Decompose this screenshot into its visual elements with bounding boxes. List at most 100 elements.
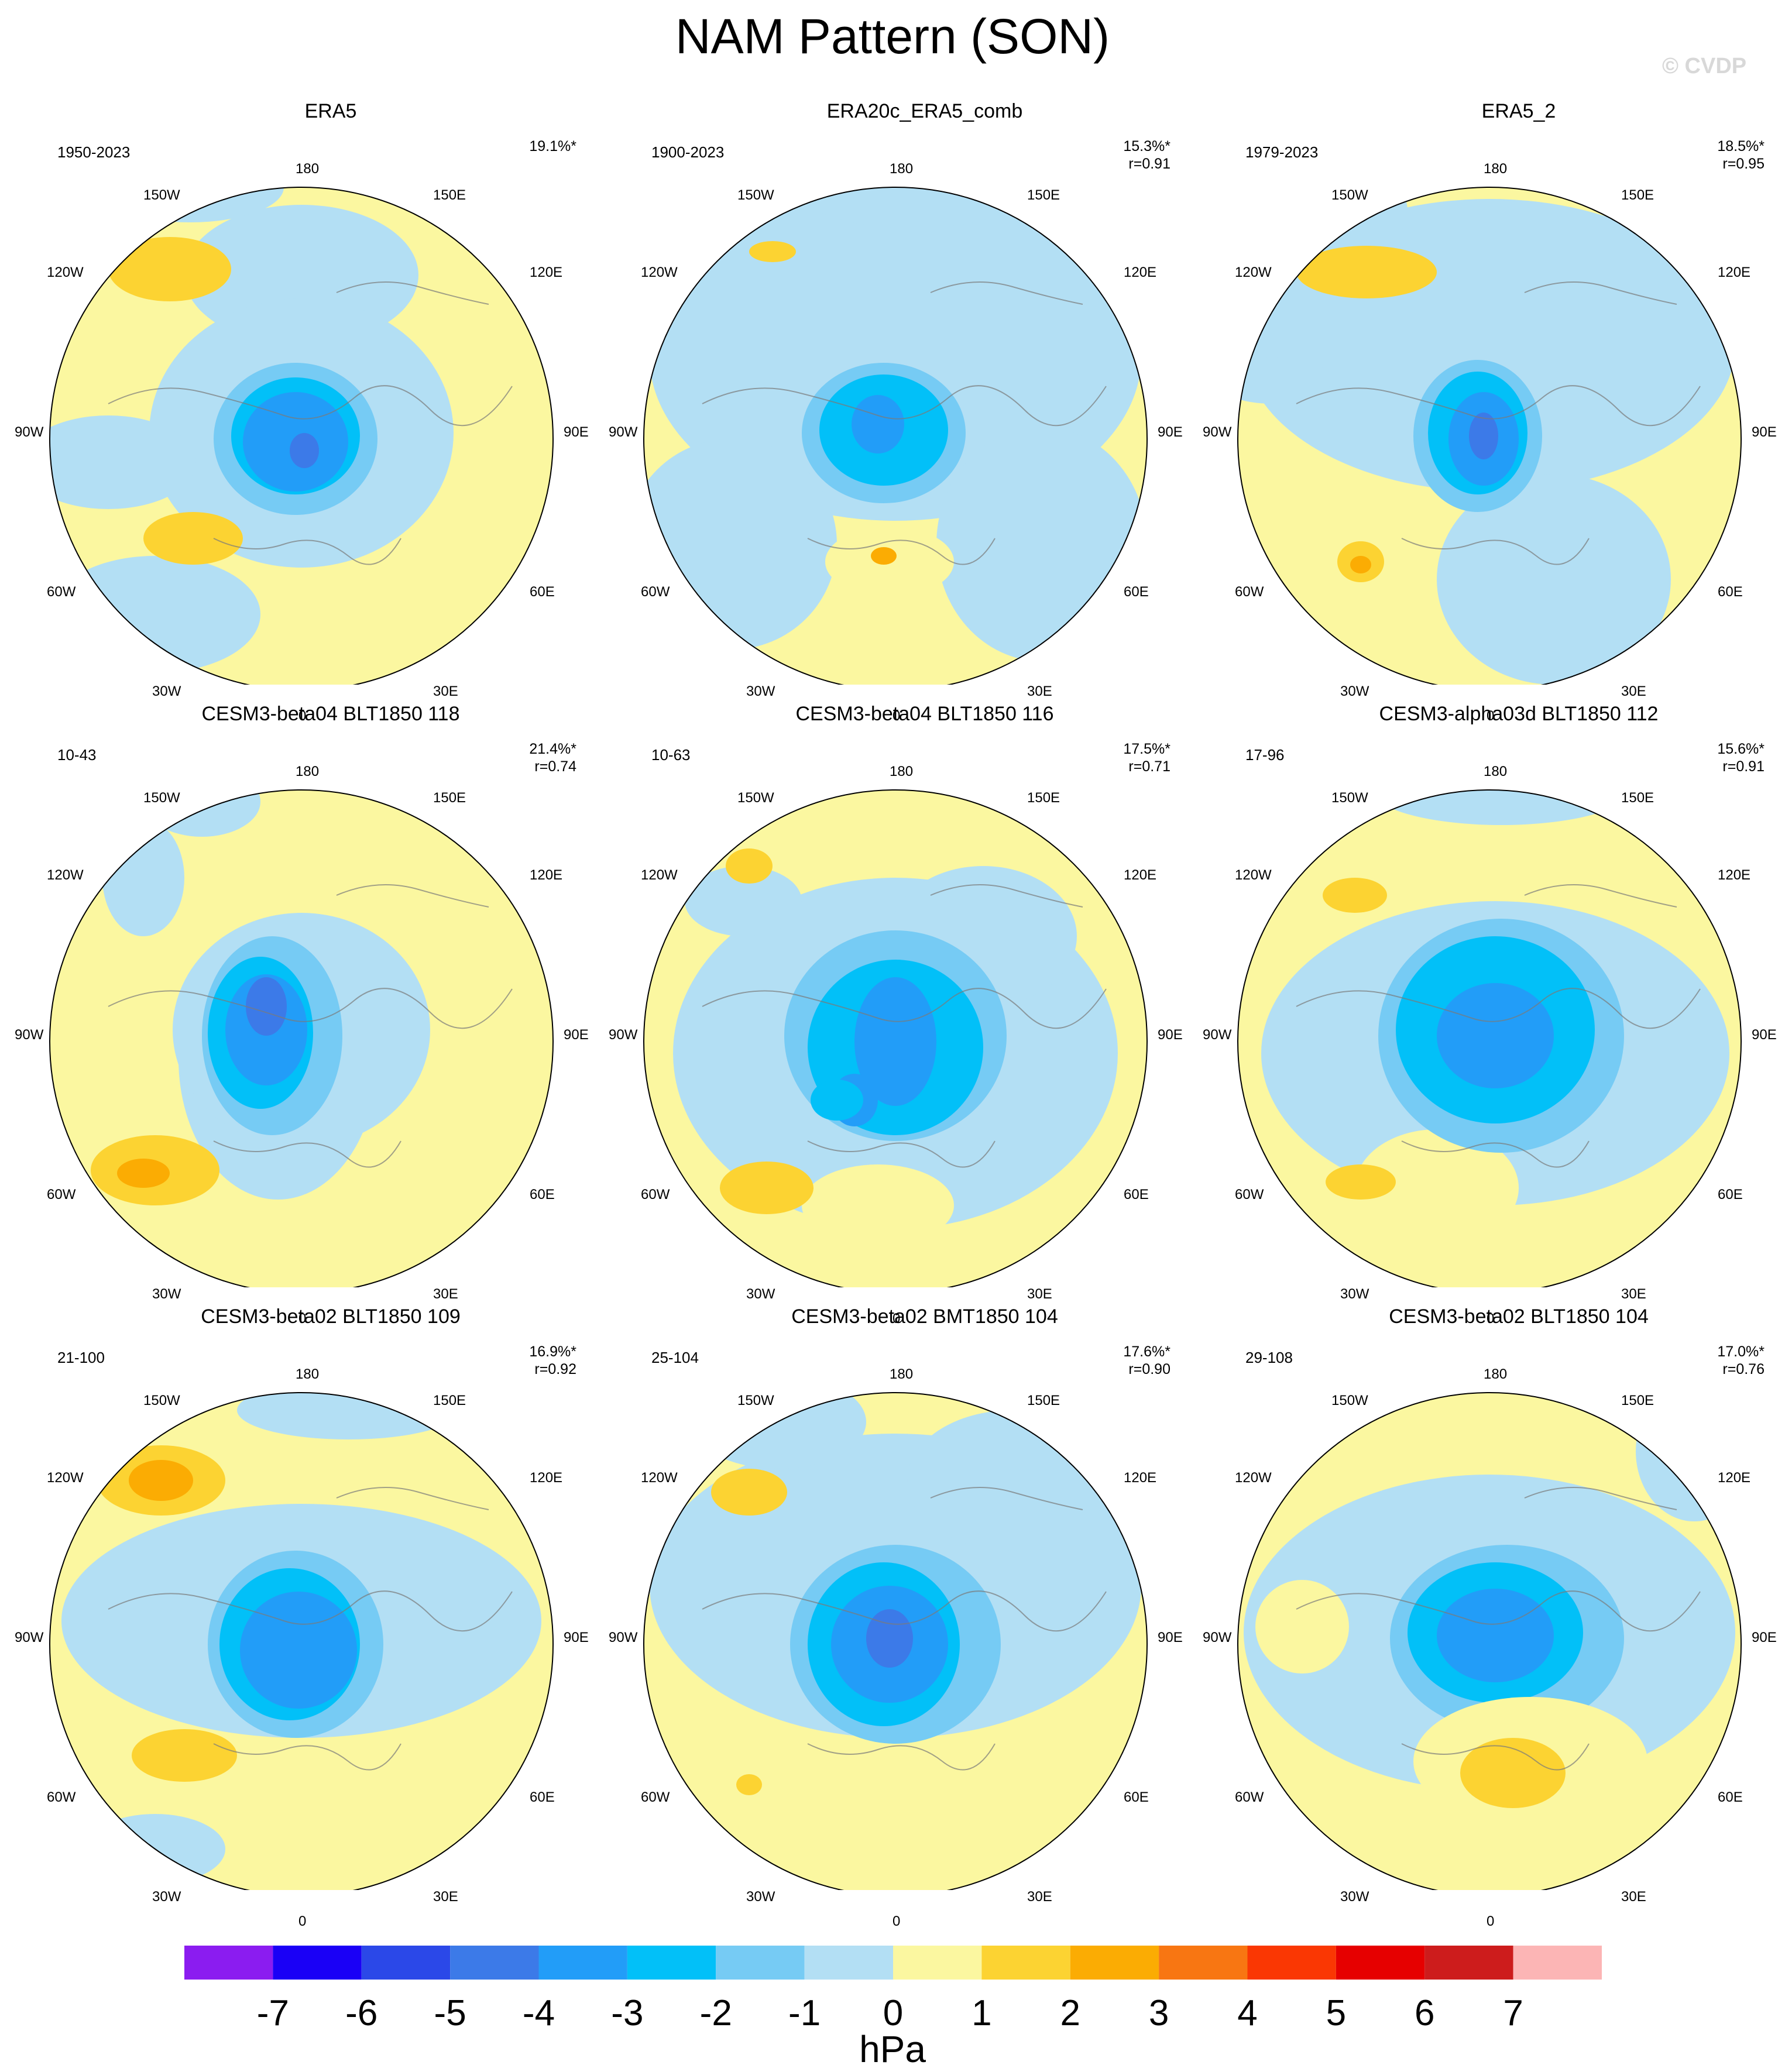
longitude-label: 150E bbox=[433, 790, 466, 806]
colorbar-tick-label: 0 bbox=[883, 1993, 904, 2033]
variance-explained: 17.6%* bbox=[1123, 1343, 1170, 1360]
anomaly-contour bbox=[1326, 1164, 1396, 1200]
longitude-label: 30W bbox=[1340, 1286, 1369, 1302]
polar-map bbox=[49, 789, 554, 1287]
pattern-correlation: r=0.95 bbox=[1722, 156, 1765, 172]
panel-stats: 16.9%* r=0.92 bbox=[489, 1343, 576, 1378]
longitude-label: 120E bbox=[1718, 1470, 1751, 1486]
copyright-watermark: © CVDP bbox=[1662, 54, 1747, 78]
longitude-label: 120E bbox=[530, 1470, 563, 1486]
pattern-correlation: r=0.71 bbox=[1128, 758, 1170, 775]
anomaly-contour bbox=[97, 187, 284, 222]
anomaly-contour bbox=[871, 547, 897, 565]
anomaly-contour bbox=[240, 1592, 357, 1709]
panel-years: 25-104 bbox=[651, 1349, 699, 1366]
map-border bbox=[49, 187, 554, 685]
anomaly-contour bbox=[811, 1080, 863, 1121]
longitude-label: 90E bbox=[1752, 1027, 1777, 1043]
colorbar-tick-label: 4 bbox=[1237, 1993, 1258, 2033]
longitude-label: 120E bbox=[1718, 867, 1751, 883]
longitude-label: 90W bbox=[15, 1027, 44, 1043]
longitude-label: 90W bbox=[1203, 1630, 1232, 1645]
colorbar-tick-label: -5 bbox=[434, 1993, 466, 2033]
pattern-correlation: r=0.92 bbox=[534, 1361, 576, 1377]
colorbar-tick-label: -2 bbox=[699, 1993, 732, 2033]
longitude-label: 120E bbox=[530, 264, 563, 280]
longitude-label: 90E bbox=[564, 1630, 589, 1645]
longitude-label: 60W bbox=[1235, 1187, 1264, 1202]
colorbar-tick-label: 2 bbox=[1060, 1993, 1080, 2033]
anomaly-contour bbox=[749, 241, 796, 262]
panel-stats: 15.3%* r=0.91 bbox=[1083, 138, 1170, 173]
colorbar-tick-label: -7 bbox=[256, 1993, 289, 2033]
longitude-label: 90E bbox=[1158, 424, 1183, 440]
map-border bbox=[643, 187, 1148, 685]
panel-title: CESM3-beta04 BLT1850 118 bbox=[201, 703, 460, 725]
longitude-label: 120W bbox=[641, 1470, 678, 1486]
longitude-label: 90E bbox=[564, 1027, 589, 1043]
longitude-label: 150E bbox=[433, 1393, 466, 1408]
longitude-label: 30W bbox=[152, 683, 181, 699]
longitude-label: 30W bbox=[1340, 683, 1369, 699]
longitude-label: 30E bbox=[433, 1889, 458, 1905]
pattern-correlation: r=0.90 bbox=[1128, 1361, 1170, 1377]
longitude-label: 150E bbox=[1621, 1393, 1654, 1408]
anomaly-contour bbox=[1355, 1129, 1519, 1246]
polar-map bbox=[49, 1392, 554, 1890]
panel-stats: 17.6%* r=0.90 bbox=[1083, 1343, 1170, 1378]
colorbar-swatch bbox=[804, 1946, 893, 1980]
longitude-label: 0 bbox=[893, 1913, 901, 1929]
polar-map bbox=[643, 1392, 1148, 1890]
longitude-label: 90E bbox=[564, 424, 589, 440]
longitude-label: 30W bbox=[746, 1286, 775, 1302]
longitude-label: 90E bbox=[1752, 424, 1777, 440]
map-panel: CESM3-beta02 BLT1850 109 21-100 16.9%* r=0.… bbox=[15, 1305, 623, 1929]
longitude-label: 150W bbox=[737, 790, 774, 806]
anomaly-contour bbox=[143, 512, 243, 565]
panel-stats: 15.6%* r=0.91 bbox=[1677, 740, 1765, 775]
colorbar-swatch bbox=[361, 1946, 451, 1980]
anomaly-contour bbox=[685, 866, 802, 936]
anomaly-contour bbox=[854, 977, 936, 1106]
longitude-label: 0 bbox=[1487, 1311, 1495, 1327]
longitude-label: 0 bbox=[1487, 708, 1495, 724]
variance-explained: 17.0%* bbox=[1717, 1343, 1765, 1360]
longitude-label: 60E bbox=[1124, 1187, 1149, 1202]
pattern-correlation: r=0.91 bbox=[1722, 758, 1765, 775]
colorbar-tick-label: -4 bbox=[522, 1993, 555, 2033]
longitude-label: 60E bbox=[530, 1789, 555, 1805]
panel-title: CESM3-beta02 BMT1850 104 bbox=[791, 1305, 1058, 1328]
map-panel: ERA5_2 1979-2023 18.5%* r=0.95 180 150E 120E 90… bbox=[1203, 99, 1785, 724]
longitude-label: 180 bbox=[1484, 1366, 1508, 1382]
polar-map bbox=[1237, 789, 1742, 1287]
longitude-label: 120W bbox=[641, 264, 678, 280]
coastline bbox=[108, 1487, 513, 1771]
anomaly-contour bbox=[129, 1460, 193, 1501]
panel-title: CESM3-beta02 BLT1850 104 bbox=[1389, 1305, 1649, 1328]
panel-stats: 17.0%* r=0.76 bbox=[1677, 1343, 1765, 1378]
longitude-label: 120E bbox=[1718, 264, 1751, 280]
longitude-label: 90W bbox=[1203, 424, 1232, 440]
panel-years: 1900-2023 bbox=[651, 143, 725, 161]
anomaly-contour bbox=[237, 1393, 459, 1439]
anomaly-contour bbox=[290, 433, 319, 468]
longitude-label: 150W bbox=[1331, 187, 1368, 203]
variance-explained: 16.9%* bbox=[529, 1343, 576, 1360]
anomaly-contour bbox=[108, 237, 231, 301]
longitude-label: 120W bbox=[641, 867, 678, 883]
longitude-label: 60W bbox=[641, 584, 670, 600]
map-border bbox=[1237, 187, 1742, 685]
anomaly-contour bbox=[644, 439, 837, 650]
variance-explained: 17.5%* bbox=[1123, 741, 1170, 757]
colorbar-swatch bbox=[1424, 1946, 1513, 1980]
polar-map bbox=[643, 789, 1148, 1287]
longitude-label: 120W bbox=[47, 264, 84, 280]
anomaly-contour bbox=[1469, 413, 1498, 459]
anomaly-contour bbox=[802, 1164, 954, 1246]
anomaly-contour bbox=[1437, 1589, 1554, 1682]
coastline bbox=[1296, 884, 1701, 1168]
colorbar-swatch bbox=[1247, 1946, 1336, 1980]
map-border bbox=[49, 1392, 554, 1890]
longitude-label: 180 bbox=[296, 161, 320, 177]
longitude-label: 150E bbox=[1027, 1393, 1060, 1408]
